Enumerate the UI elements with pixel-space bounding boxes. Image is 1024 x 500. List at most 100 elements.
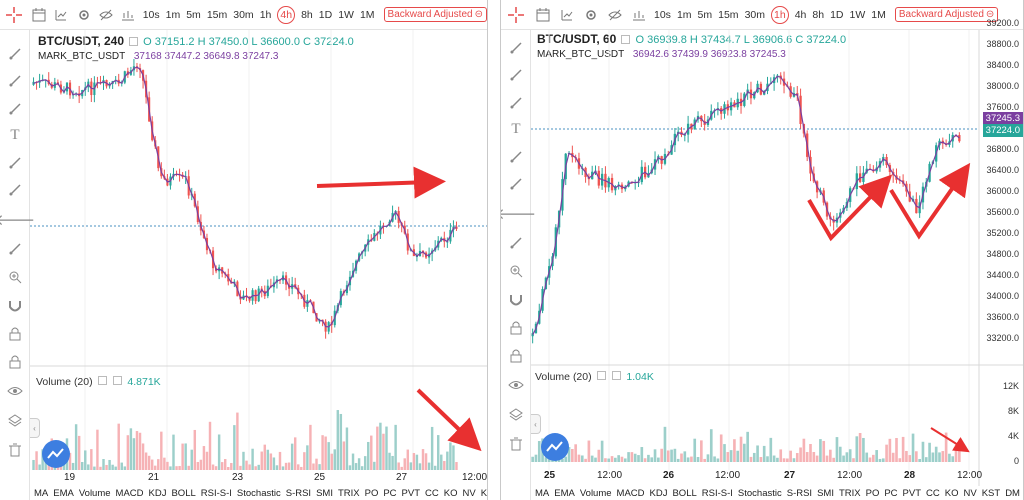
back-arrow-icon[interactable]: 🡐 bbox=[501, 204, 536, 223]
indicator-dm[interactable]: DM bbox=[1005, 487, 1020, 499]
indicator-ema[interactable]: EMA bbox=[554, 487, 575, 499]
indicator-macd[interactable]: MACD bbox=[616, 487, 645, 499]
trash-icon[interactable] bbox=[507, 435, 525, 453]
interval-4h[interactable]: 4h bbox=[794, 8, 807, 21]
volume-close-icon[interactable] bbox=[612, 371, 622, 380]
indicator-pvt[interactable]: PVT bbox=[902, 487, 922, 499]
zoom-icon[interactable] bbox=[507, 262, 525, 280]
layers-icon[interactable] bbox=[507, 406, 525, 424]
calendar-icon[interactable] bbox=[534, 6, 552, 24]
crosshair-icon[interactable] bbox=[501, 0, 531, 30]
pattern-icon[interactable] bbox=[507, 148, 525, 166]
multi-line-icon[interactable] bbox=[507, 66, 525, 84]
timeline-icon[interactable] bbox=[120, 6, 136, 24]
eye-icon[interactable] bbox=[6, 382, 24, 400]
interval-1h[interactable]: 1h bbox=[259, 8, 272, 21]
interval-8h[interactable]: 8h bbox=[812, 8, 825, 21]
indicator-pvt[interactable]: PVT bbox=[401, 487, 421, 499]
interval-1m[interactable]: 1m bbox=[165, 8, 181, 21]
interval-1w[interactable]: 1W bbox=[338, 8, 354, 21]
interval-1mo[interactable]: 1M bbox=[871, 8, 886, 21]
settings-icon[interactable] bbox=[75, 6, 91, 24]
trash-icon[interactable] bbox=[6, 441, 24, 459]
interval-4h[interactable]: 4h bbox=[277, 5, 296, 24]
settings-icon[interactable] bbox=[582, 6, 600, 24]
multi-line-icon[interactable] bbox=[6, 72, 24, 90]
indicator-stochastic[interactable]: Stochastic bbox=[236, 487, 281, 499]
interval-8h[interactable]: 8h bbox=[301, 8, 313, 21]
indicator-ko[interactable]: KO bbox=[443, 487, 458, 499]
indicator-rsi-s-i[interactable]: RSI-S-I bbox=[701, 487, 733, 499]
lock-icon[interactable] bbox=[6, 353, 24, 371]
indicator-nv[interactable]: NV bbox=[462, 487, 476, 499]
pen-icon[interactable] bbox=[6, 100, 24, 118]
volume-settings-icon[interactable] bbox=[97, 376, 107, 385]
indicator-trix[interactable]: TRIX bbox=[838, 487, 861, 499]
layers-icon[interactable] bbox=[6, 412, 24, 430]
indicator-ma[interactable]: MA bbox=[535, 487, 550, 499]
pen-icon[interactable] bbox=[507, 94, 525, 112]
eye-icon[interactable] bbox=[507, 376, 525, 394]
indicator-macd[interactable]: MACD bbox=[115, 487, 144, 499]
indicator-trix[interactable]: TRIX bbox=[337, 487, 360, 499]
indicator-boll[interactable]: BOLL bbox=[672, 487, 697, 499]
magnet-icon[interactable] bbox=[6, 297, 24, 315]
tradingview-logo[interactable] bbox=[541, 433, 569, 461]
indicator-kdj[interactable]: KDJ bbox=[649, 487, 668, 499]
hide-icon[interactable] bbox=[98, 6, 114, 24]
indicator-kst[interactable]: KST bbox=[981, 487, 1001, 499]
interval-15m[interactable]: 15m bbox=[206, 8, 228, 21]
indicator-volume[interactable]: Volume bbox=[78, 487, 111, 499]
indicator-smi[interactable]: SMI bbox=[817, 487, 834, 499]
interval-1mo[interactable]: 1M bbox=[359, 8, 375, 21]
lock-drawings-icon[interactable] bbox=[507, 319, 525, 337]
interval-5m[interactable]: 5m bbox=[697, 8, 713, 21]
price-chart-right[interactable] bbox=[531, 30, 1024, 486]
collapse-sidebar-button[interactable]: ‹ bbox=[30, 418, 40, 438]
indicator-boll[interactable]: BOLL bbox=[171, 487, 196, 499]
line-tool-icon[interactable] bbox=[507, 39, 525, 57]
price-chart-left[interactable] bbox=[30, 30, 488, 486]
magnet-icon[interactable] bbox=[507, 291, 525, 309]
hide-icon[interactable] bbox=[606, 6, 624, 24]
indicator-nv[interactable]: NV bbox=[963, 487, 977, 499]
chart-type-icon[interactable] bbox=[53, 6, 69, 24]
indicator-rsi-s-i[interactable]: RSI-S-I bbox=[200, 487, 232, 499]
indicator-kst[interactable]: KST bbox=[480, 487, 488, 499]
pattern-icon[interactable] bbox=[6, 154, 24, 172]
line-tool-icon[interactable] bbox=[6, 45, 24, 63]
timeline-icon[interactable] bbox=[630, 6, 648, 24]
interval-1d[interactable]: 1D bbox=[830, 8, 844, 21]
text-icon[interactable]: T bbox=[511, 120, 521, 137]
interval-1w[interactable]: 1W bbox=[849, 8, 866, 21]
legend-toggle-icon[interactable] bbox=[129, 37, 139, 46]
text-icon[interactable]: T bbox=[10, 126, 20, 143]
indicator-cc[interactable]: CC bbox=[425, 487, 439, 499]
legend-toggle-icon[interactable] bbox=[621, 35, 631, 44]
indicator-ema[interactable]: EMA bbox=[53, 487, 74, 499]
fib-icon[interactable] bbox=[507, 175, 525, 193]
ruler-icon[interactable] bbox=[507, 234, 525, 252]
indicator-stochastic[interactable]: Stochastic bbox=[737, 487, 782, 499]
collapse-sidebar-button[interactable]: ‹ bbox=[531, 414, 541, 434]
indicator-kdj[interactable]: KDJ bbox=[148, 487, 167, 499]
interval-15m[interactable]: 15m bbox=[718, 8, 739, 21]
adjust-select[interactable]: Backward Adjusted ⊝ bbox=[894, 7, 999, 22]
indicator-cc[interactable]: CC bbox=[926, 487, 940, 499]
indicator-ko[interactable]: KO bbox=[944, 487, 959, 499]
interval-5m[interactable]: 5m bbox=[186, 8, 201, 21]
tradingview-logo[interactable] bbox=[42, 440, 70, 468]
interval-30m[interactable]: 30m bbox=[233, 8, 254, 21]
interval-1d[interactable]: 1D bbox=[318, 8, 333, 21]
interval-10s[interactable]: 10s bbox=[142, 8, 160, 21]
indicator-pc[interactable]: PC bbox=[383, 487, 397, 499]
back-arrow-icon[interactable]: 🡐 bbox=[0, 210, 35, 229]
indicator-s-rsi[interactable]: S-RSI bbox=[786, 487, 813, 499]
lock-icon[interactable] bbox=[507, 347, 525, 365]
adjust-select[interactable]: Backward Adjusted ⊝ bbox=[383, 7, 487, 22]
zoom-icon[interactable] bbox=[6, 268, 24, 286]
chart-type-icon[interactable] bbox=[558, 6, 576, 24]
indicator-po[interactable]: PO bbox=[865, 487, 880, 499]
volume-settings-icon[interactable] bbox=[596, 371, 606, 380]
symbol-title[interactable]: BTC/USDT, 240 bbox=[38, 34, 125, 48]
